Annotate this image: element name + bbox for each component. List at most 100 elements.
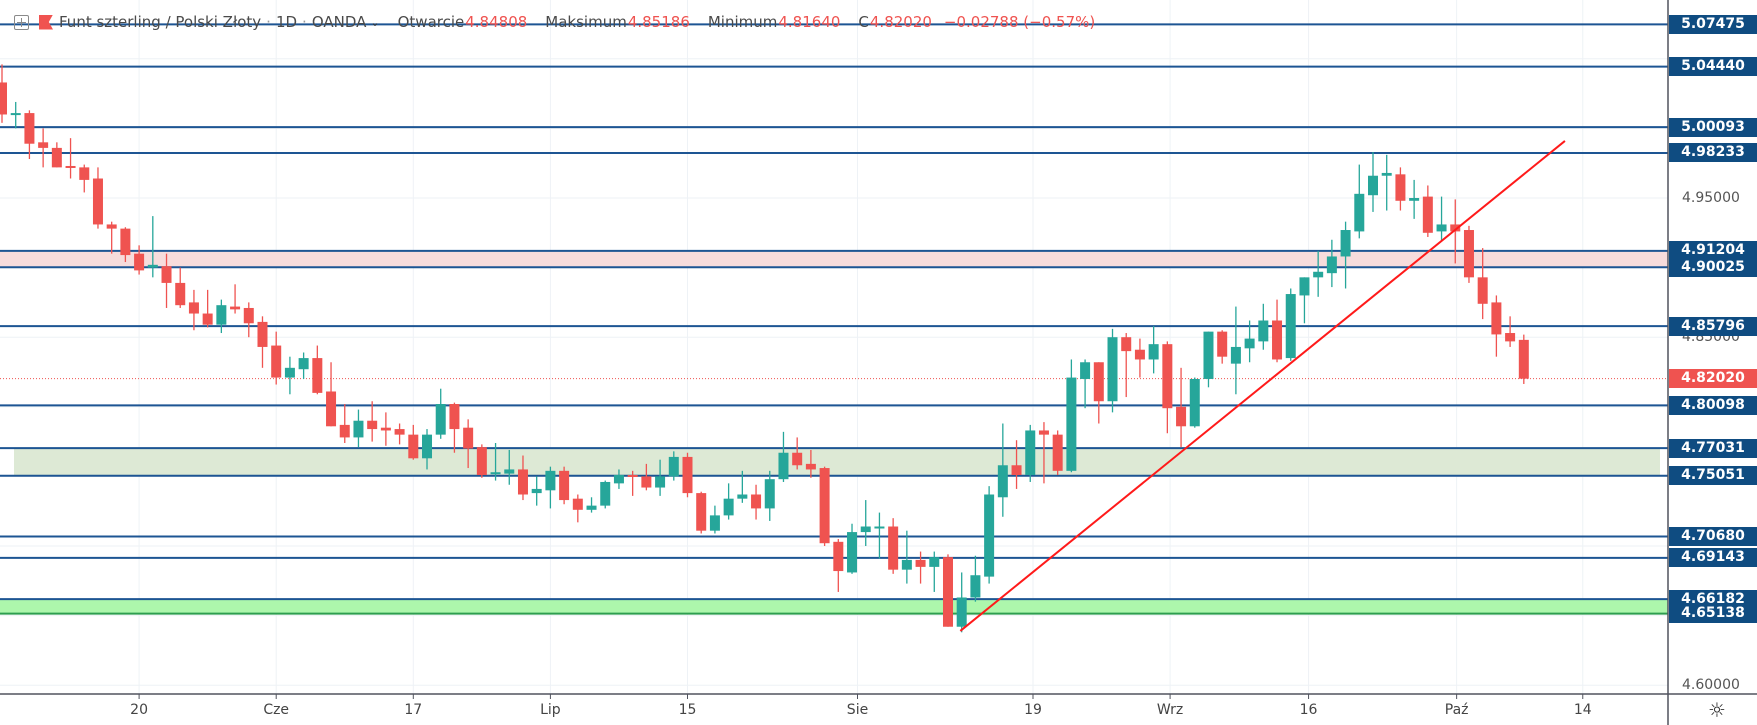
time-tick-label: Lip <box>540 702 561 718</box>
candle-body-up <box>1354 193 1365 232</box>
zone-resistance <box>0 250 1668 268</box>
candle-body-up <box>1409 198 1420 201</box>
candle-body-up <box>613 475 624 484</box>
candle-body-up <box>545 470 556 491</box>
separator: · <box>302 13 307 31</box>
candle-body-up <box>490 472 501 475</box>
candle-body-up <box>1258 320 1269 342</box>
candle-body-up <box>298 358 309 370</box>
candle-body-down <box>134 253 145 271</box>
candle-body-down <box>682 456 693 494</box>
candle-body-up <box>1436 224 1447 232</box>
candle-body-down <box>888 526 899 570</box>
candle-body-up <box>1244 338 1255 349</box>
candle-body-down <box>120 228 131 256</box>
candle-body-down <box>915 559 926 567</box>
trendline-group[interactable] <box>959 140 1566 632</box>
candle-body-down <box>106 224 117 229</box>
candle-body-down <box>1518 339 1529 379</box>
candle-body-up <box>1025 430 1036 476</box>
time-tick-label: Cze <box>263 702 290 718</box>
candle-body-up <box>1381 172 1392 176</box>
candle-body-down <box>79 167 90 180</box>
candle-body-down <box>1422 196 1433 233</box>
level-price-label: 4.80098 <box>1669 395 1757 415</box>
flag-icon[interactable] <box>39 14 53 30</box>
candle-body-down <box>476 447 487 476</box>
candle-body-up <box>901 559 912 570</box>
candle-body-down <box>394 429 405 435</box>
separator: · <box>266 13 271 31</box>
time-tick-label: 14 <box>1573 702 1592 718</box>
candle-body-down <box>230 306 241 310</box>
candle-body-down <box>1505 333 1516 342</box>
candle-body-down <box>1011 465 1022 476</box>
level-price-label: 4.77031 <box>1669 438 1757 458</box>
plus-square-icon[interactable] <box>14 14 29 30</box>
candle-body-down <box>1450 224 1461 232</box>
level-price-label: 5.07475 <box>1669 14 1757 34</box>
level-price-label: 4.69143 <box>1669 548 1757 568</box>
chart-legend: Funt szterling / Polski Złoty · 1D · OAN… <box>0 8 1095 36</box>
candle-body-down <box>559 470 570 501</box>
candle-body-down <box>942 557 953 627</box>
candle-body-down <box>161 266 172 283</box>
horizontal-levels[interactable] <box>0 23 1668 615</box>
candle-body-up <box>860 526 871 533</box>
candle-body-up <box>655 476 666 488</box>
candle-body-up <box>353 420 364 438</box>
chevron-down-icon[interactable]: ⌄ <box>370 15 380 29</box>
candle-body-down <box>51 147 62 168</box>
candle-body-up <box>1368 175 1378 196</box>
level-price-label: 4.85796 <box>1669 316 1757 336</box>
close-value: 4.82020 <box>869 13 932 31</box>
candle-body-down <box>1395 174 1406 201</box>
candle-body-down <box>271 345 282 378</box>
candle-body-up <box>1285 294 1296 359</box>
interval[interactable]: 1D <box>275 13 298 31</box>
high-label: Maksimum <box>545 13 627 31</box>
candle-body-down <box>792 452 803 466</box>
candle-body-up <box>970 575 981 598</box>
candle-body-down <box>1491 302 1502 335</box>
candle-body-up <box>504 469 515 474</box>
candle-body-down <box>517 469 528 495</box>
candle-body-up <box>10 113 21 116</box>
candle-body-up <box>435 404 446 435</box>
symbol-name[interactable]: Funt szterling / Polski Złoty <box>59 13 262 31</box>
candle-body-up <box>1203 331 1214 379</box>
zones <box>0 250 1668 614</box>
time-tick-label: Paź <box>1444 702 1469 718</box>
level-price-label: 4.75051 <box>1669 466 1757 486</box>
price-tick-label: 4.95000 <box>1682 190 1740 206</box>
candle-body-down <box>202 313 213 325</box>
time-tick-label: Sie <box>846 702 869 718</box>
high-value: 4.85186 <box>627 13 690 31</box>
time-tick-label: 16 <box>1299 702 1318 718</box>
gear-icon[interactable]: ☼ <box>1708 698 1726 722</box>
candle-body-down <box>1121 337 1132 352</box>
candle-body-down <box>1176 406 1187 427</box>
time-tick-label: 17 <box>404 702 423 718</box>
candle-body-down <box>627 475 638 478</box>
level-price-label: 4.90025 <box>1669 257 1757 277</box>
time-tick-label: 19 <box>1024 702 1042 718</box>
candle-body-down <box>92 178 103 225</box>
candle-body-down <box>805 463 816 470</box>
level-price-label: 4.65138 <box>1669 604 1757 624</box>
level-price-label: 5.00093 <box>1669 117 1757 137</box>
candle-body-down <box>751 494 762 509</box>
time-tick-label: Wrz <box>1156 702 1184 718</box>
candle-body-down <box>65 165 76 168</box>
level-price-label: 4.98233 <box>1669 143 1757 163</box>
zone-strong-support <box>0 599 1668 614</box>
candle-body-down <box>24 113 35 144</box>
candle-body-down <box>1093 362 1104 402</box>
candle-body-up <box>1148 344 1159 360</box>
close-label: C <box>858 13 869 31</box>
zone-support <box>14 448 1660 476</box>
candle-body-up <box>1326 256 1337 274</box>
change-value: −0.02788 (−0.57%) <box>943 13 1096 31</box>
candle-body-down <box>1162 344 1173 409</box>
